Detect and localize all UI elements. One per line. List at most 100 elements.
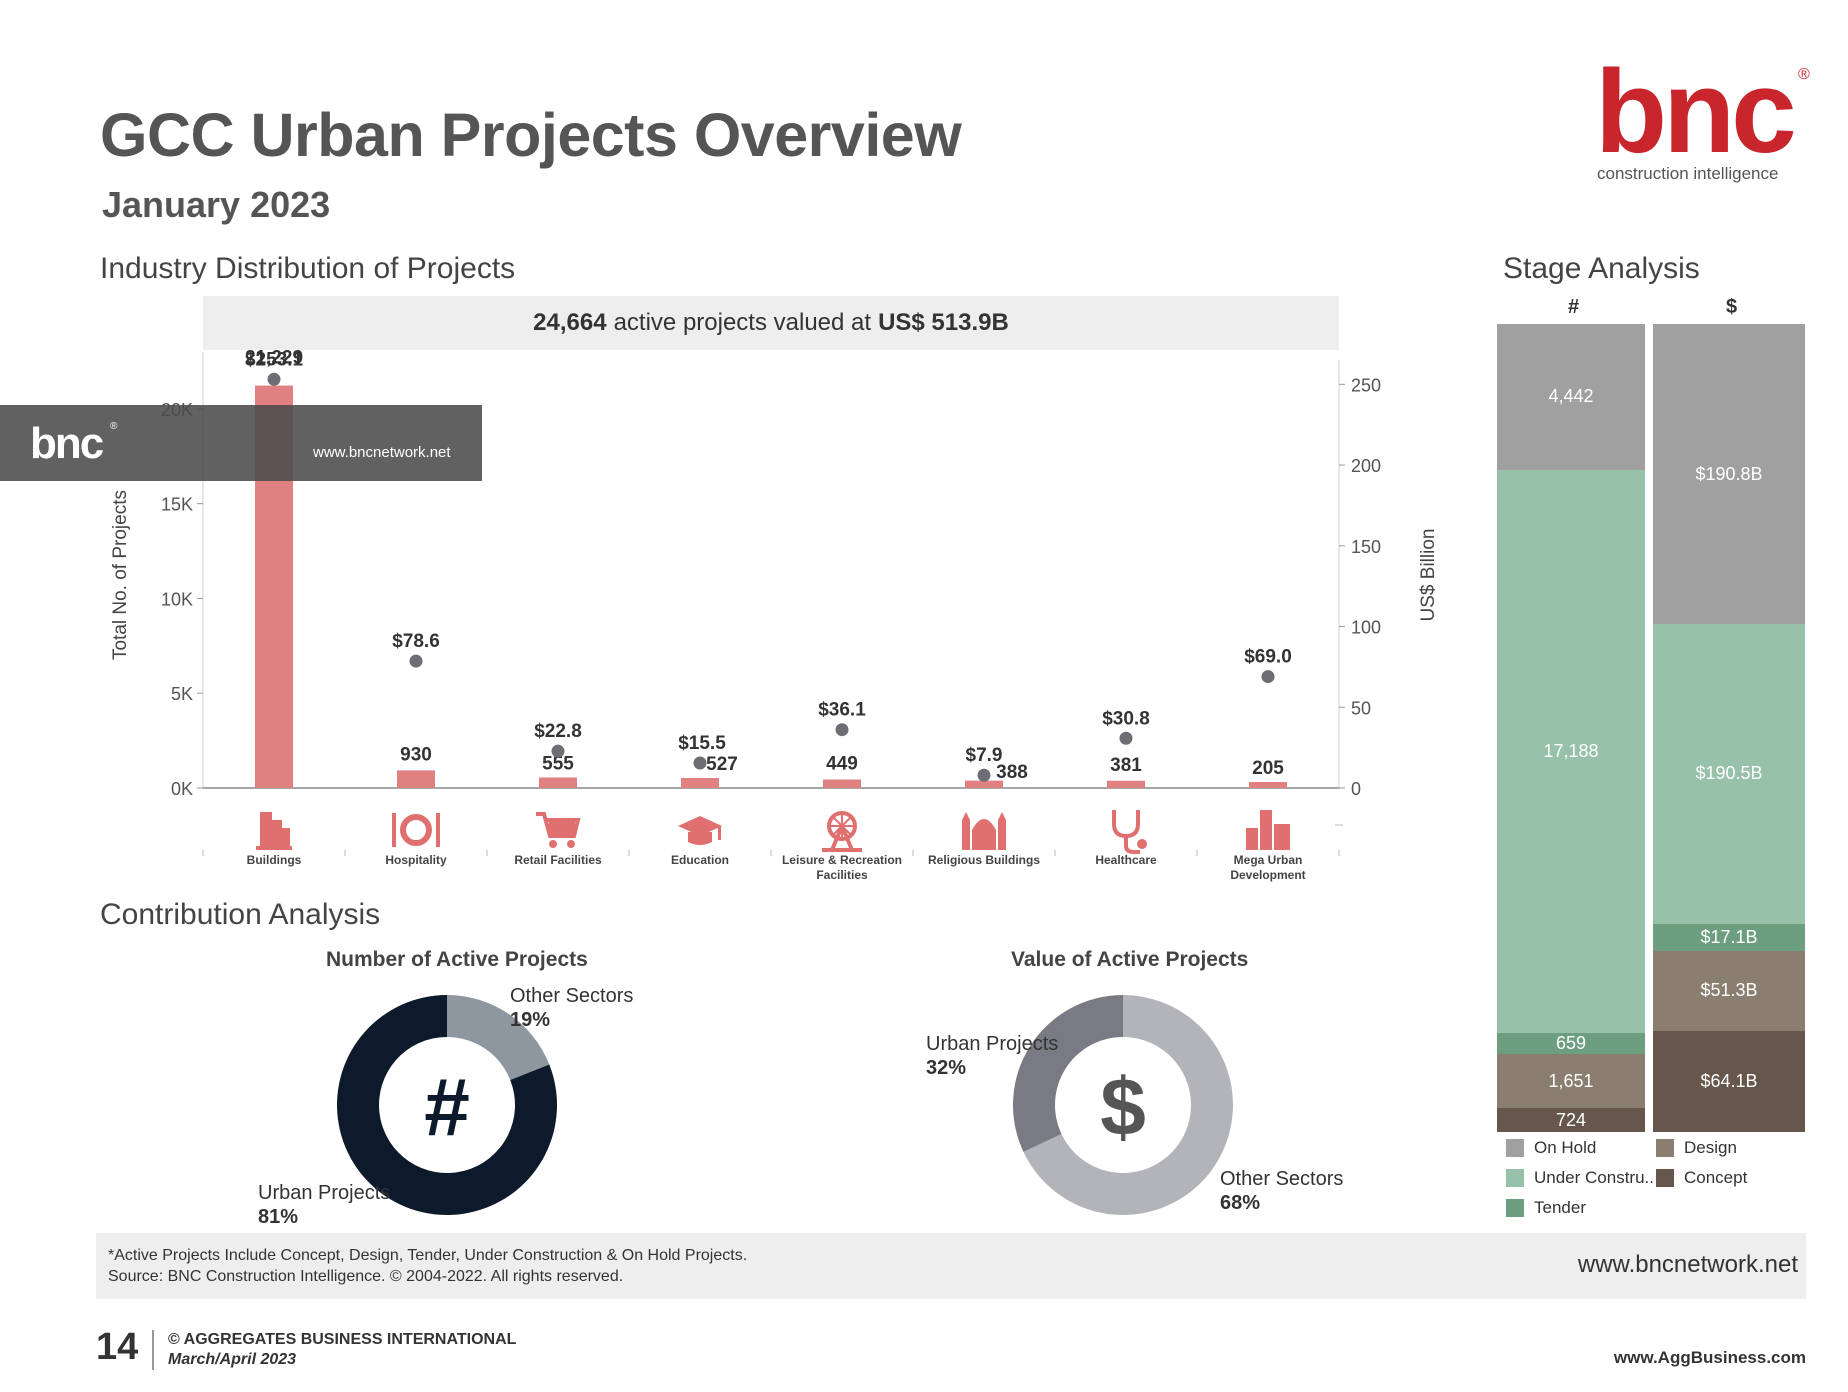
number-donut-title: Number of Active Projects (326, 948, 588, 971)
donut-slice (447, 995, 550, 1080)
project-value-label: $7.9 (966, 745, 1003, 766)
left-other-name: Other Sectors (510, 985, 634, 1007)
category-label: Leisure & Recreation (782, 853, 902, 867)
stage-segment-on-hold: 4,442 (1497, 324, 1645, 470)
legend-label: On Hold (1534, 1138, 1597, 1157)
industry-bar-chart: 0K5K10K15K20K050100150200250Total No. of… (110, 348, 1439, 882)
legend-label: Under Constru.. (1534, 1168, 1654, 1187)
bnc-logo: bnc ® construction intelligence (1595, 52, 1815, 190)
logo-registered-mark: ® (1798, 66, 1810, 83)
legend-item: Tender (1506, 1198, 1586, 1218)
project-value-dot (835, 723, 849, 737)
project-count-bar (397, 770, 435, 788)
category-label: Religious Buildings (928, 853, 1040, 867)
page-subtitle: January 2023 (102, 184, 331, 225)
project-value-label: $36.1 (818, 700, 866, 721)
legend-swatch (1506, 1139, 1524, 1157)
category-label-line-2: Development (1230, 868, 1305, 882)
left-tick-label: 15K (161, 495, 193, 515)
category-label: Education (671, 853, 729, 867)
retail-icon (536, 812, 581, 848)
legend-label: Design (1684, 1138, 1737, 1157)
stage-segment-label: 4,442 (1548, 385, 1594, 406)
publication-credit: © AGGREGATES BUSINESS INTERNATIONAL Marc… (168, 1330, 516, 1370)
page-number-divider (152, 1330, 154, 1370)
value-donut-title: Value of Active Projects (1011, 948, 1249, 971)
project-count-label: 21,229 (245, 348, 303, 369)
number-donut-chart: # (336, 995, 557, 1215)
project-count-bar (1107, 780, 1145, 788)
left-tick-label: 5K (171, 684, 193, 704)
right-urban-pct: 32% (926, 1057, 967, 1079)
stage-legend: On Hold Under Constru.. Tender Design Concep… (1506, 1138, 1826, 1228)
left-tick-label: 10K (161, 589, 193, 609)
footer-note-line-2: Source: BNC Construction Intelligence. ©… (108, 1268, 624, 1285)
watermark-banner: bnc ® www.bncnetwork.net (0, 405, 482, 481)
right-tick-label: 50 (1351, 698, 1371, 718)
summary-count: 24,664 (533, 309, 607, 336)
project-value-label: $78.6 (392, 631, 440, 652)
aggbusiness-url[interactable]: www.AggBusiness.com (1613, 1348, 1806, 1367)
page-number: 14 (96, 1326, 139, 1368)
left-other-label: Other Sectors 19% (510, 984, 633, 1032)
project-count-bar (823, 779, 861, 788)
right-urban-label: Urban Projects 32% (926, 1032, 1058, 1080)
project-value-dot (409, 654, 423, 668)
right-other-pct: 68% (1220, 1192, 1261, 1214)
legend-item: Under Constru.. (1506, 1168, 1654, 1188)
right-tick-label: 0 (1351, 779, 1361, 799)
category-label: Buildings (247, 853, 302, 867)
project-count-label: 527 (706, 754, 738, 775)
project-count-label: 205 (1252, 758, 1284, 779)
category-label-line-2: Facilities (816, 868, 868, 882)
leisure-icon (822, 811, 862, 852)
stage-segment-label: $51.3B (1700, 980, 1758, 1001)
stage-segment-label: 724 (1555, 1109, 1587, 1130)
stage-section-heading: Stage Analysis (1503, 252, 1700, 285)
project-value-label: $30.8 (1102, 708, 1150, 729)
summary-text: active projects valued at (613, 309, 872, 336)
donut-center-icon: # (424, 1062, 470, 1153)
stage-segment-design: $51.3B (1653, 950, 1805, 1032)
right-tick-label: 100 (1351, 618, 1381, 638)
publication-issue: March/April 2023 (168, 1351, 297, 1368)
project-count-bar (965, 780, 1003, 788)
summary-banner: 24,664 active projects valued at US$ 513… (203, 296, 1339, 350)
education-icon (678, 816, 722, 845)
legend-item: On Hold (1506, 1138, 1596, 1158)
project-count-label: 555 (542, 753, 574, 774)
category-label: Hospitality (385, 853, 447, 867)
project-count-label: 388 (996, 762, 1028, 783)
project-value-label: $253.1 (245, 349, 304, 370)
project-value-dot (693, 756, 707, 770)
stage-segment-on-hold: $190.8B (1653, 324, 1805, 625)
project-value-dot (551, 744, 565, 758)
stage-segment-design: 1,651 (1497, 1054, 1645, 1109)
left-urban-name: Urban Projects (258, 1182, 391, 1204)
legend-swatch (1506, 1169, 1524, 1187)
stage-segment-tender: 659 (1497, 1032, 1645, 1055)
legend-swatch (1656, 1139, 1674, 1157)
left-urban-label: Urban Projects 81% (258, 1181, 390, 1229)
stage-segment-label: 659 (1555, 1032, 1587, 1053)
y-axis-title: Total No. of Projects (110, 490, 131, 660)
stage-count-column-header: # (1568, 296, 1580, 318)
stage-segment-label: $64.1B (1700, 1071, 1758, 1092)
project-count-bar (1249, 782, 1287, 788)
value-donut-chart: $ (1012, 994, 1233, 1215)
project-value-label: $15.5 (678, 733, 726, 754)
project-value-dot (1119, 731, 1133, 745)
stage-segment-under-constru: $190.5B (1653, 624, 1805, 924)
donut-slice (1012, 994, 1123, 1152)
right-tick-label: 250 (1351, 375, 1381, 395)
watermark-logo: bnc (30, 419, 104, 468)
project-value-dot (1261, 670, 1275, 684)
donut-slice (1023, 995, 1233, 1215)
watermark-registered-mark: ® (110, 421, 118, 432)
stage-segment-label: $17.1B (1700, 926, 1758, 947)
stage-value-column-header: $ (1726, 296, 1738, 318)
footer-bnc-url[interactable]: www.bncnetwork.net (1577, 1251, 1798, 1278)
project-count-label: 381 (1110, 755, 1142, 776)
stage-segment-tender: $17.1B (1653, 923, 1805, 951)
right-tick-label: 200 (1351, 456, 1381, 476)
